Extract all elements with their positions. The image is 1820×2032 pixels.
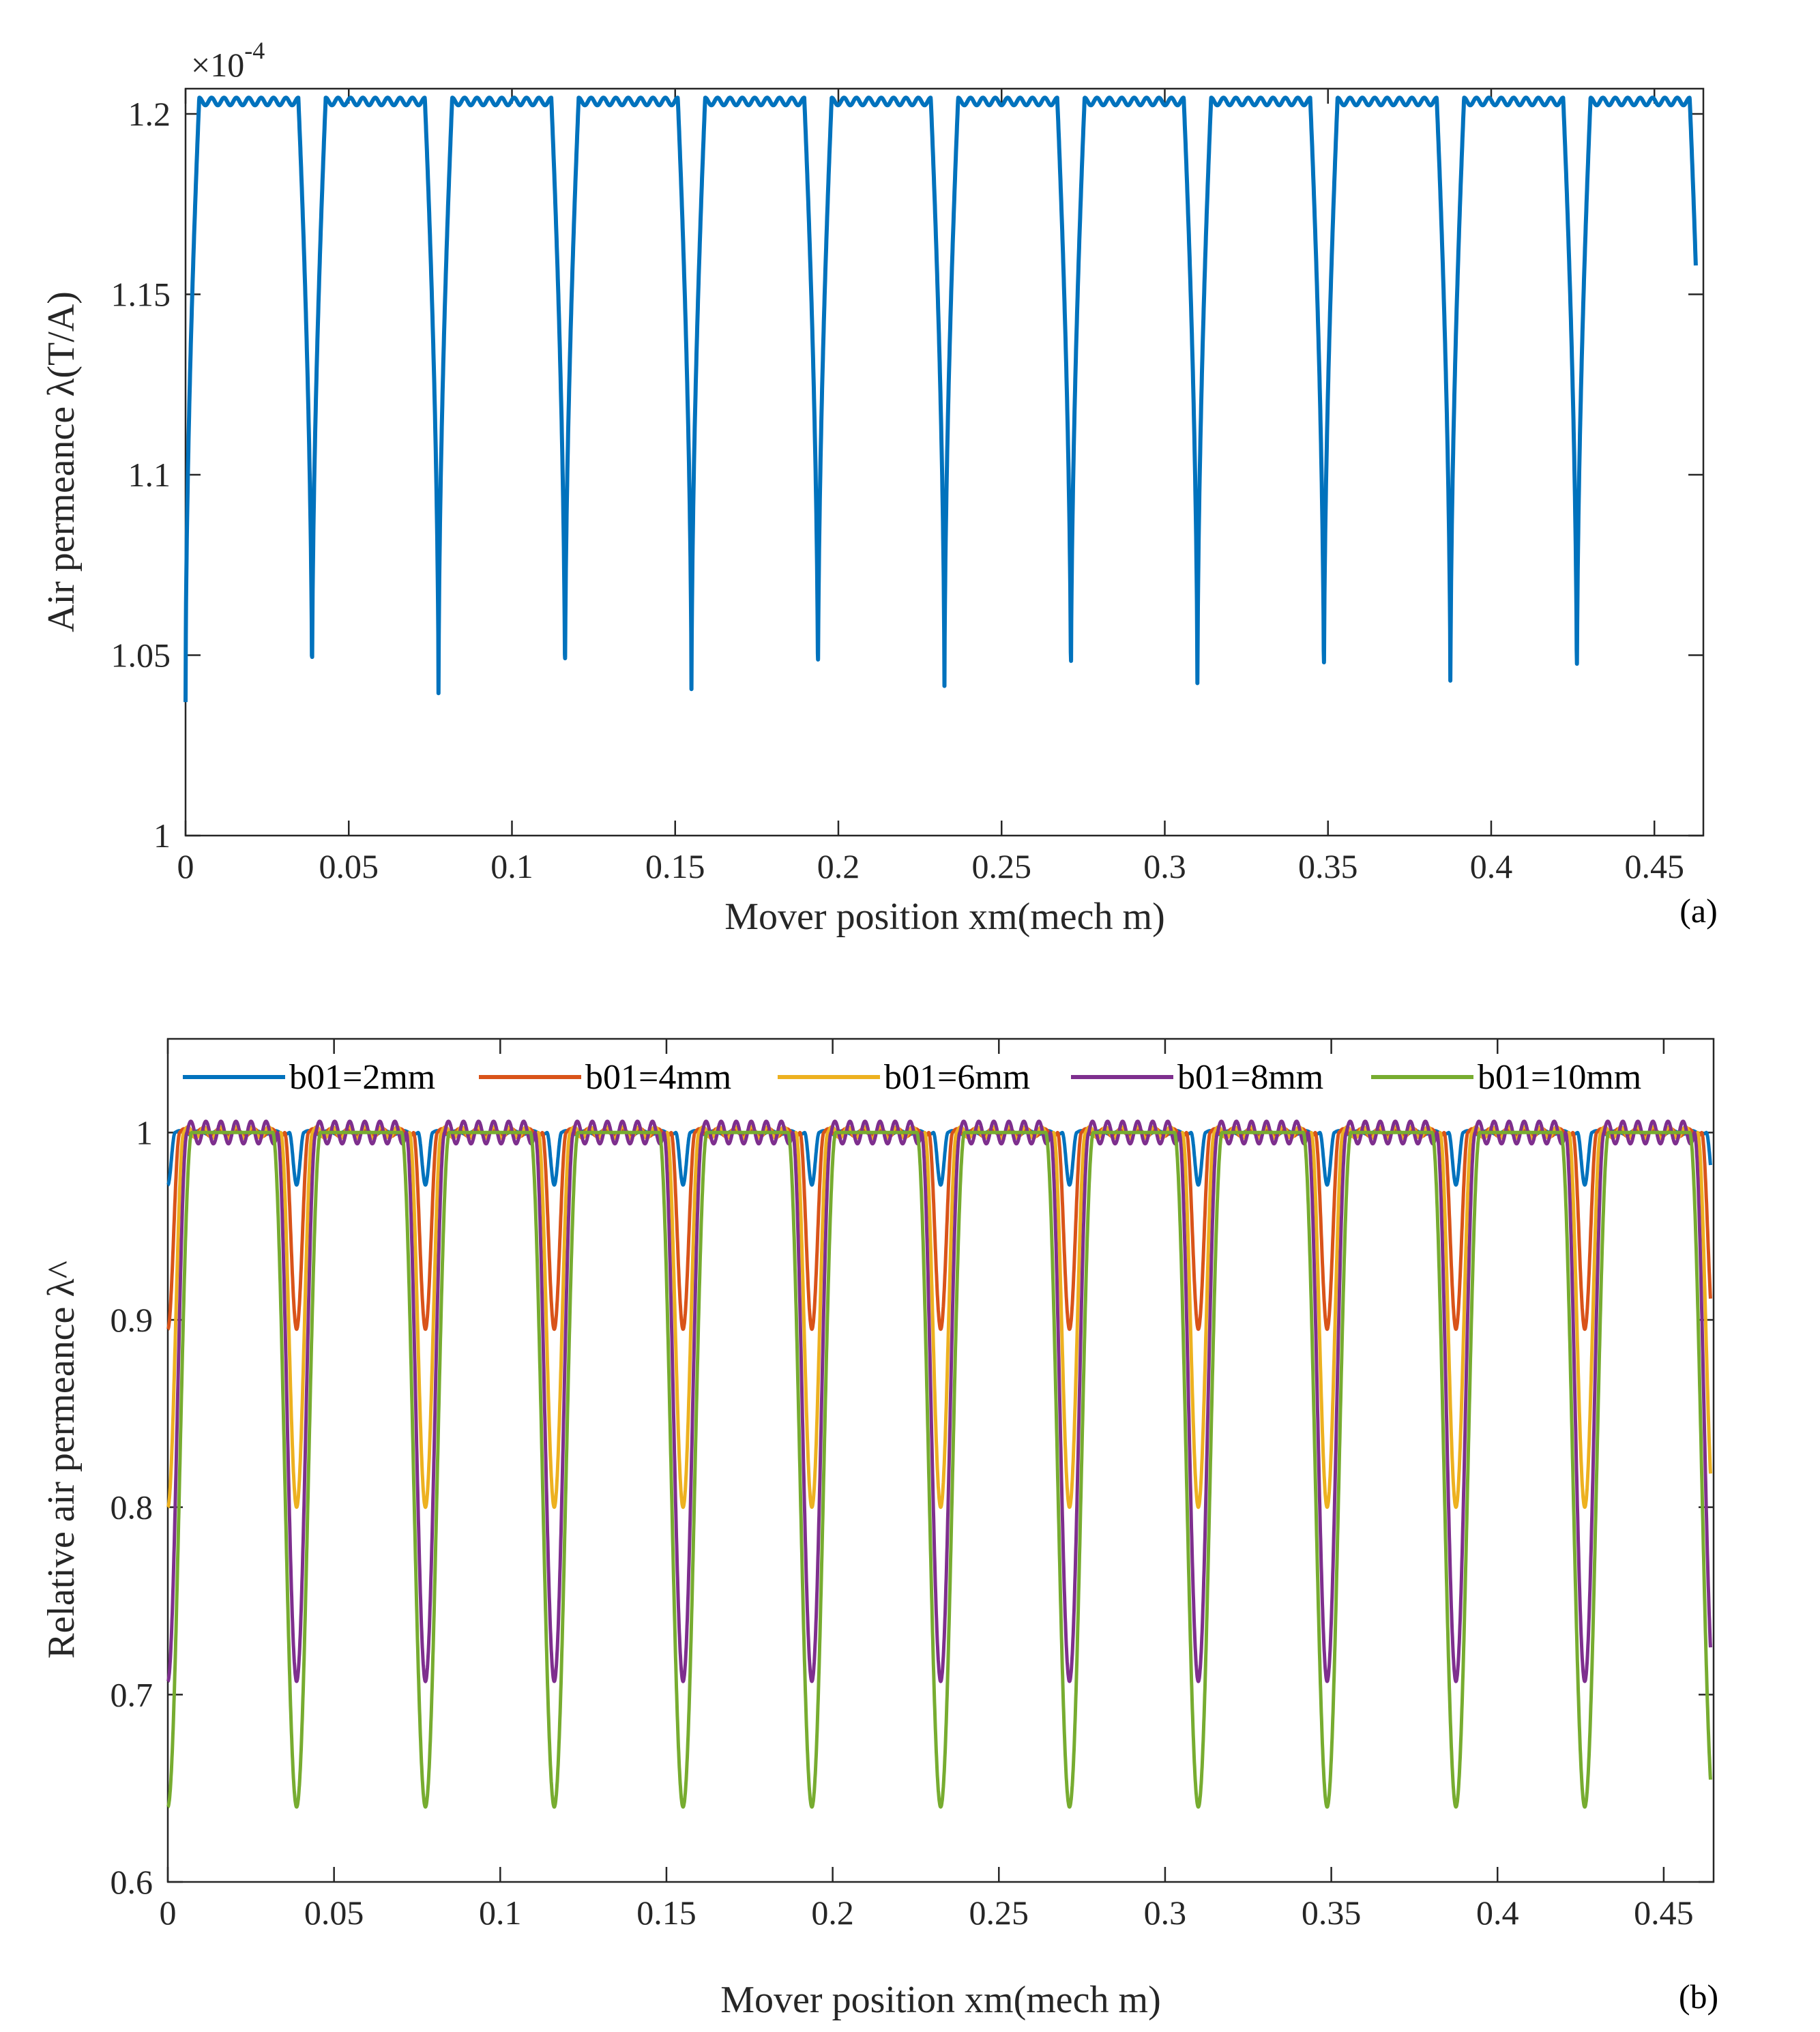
series-b01-4mm — [166, 1127, 1712, 1331]
x-tick-label: 0.25 — [969, 1894, 1029, 1932]
x-tick-label: 0.35 — [1302, 1894, 1362, 1932]
x-tick-label: 0.2 — [817, 847, 860, 885]
series-b01-8mm — [166, 1119, 1712, 1683]
y-tick-label: 1.1 — [128, 456, 171, 494]
chart-b-legend: b01=2mm b01=4mm b01=6mm b01=8mm b01=10mm — [183, 1058, 1641, 1097]
chart-a-lines — [184, 95, 1698, 703]
chart-a-x-tick-labels: 0 0.05 0.1 0.15 0.2 0.25 0.3 0.35 0.4 0.45 — [177, 847, 1684, 885]
x-tick-label: 0.05 — [304, 1894, 364, 1932]
legend-label: b01=4mm — [585, 1058, 731, 1097]
chart-a-panel-label: (a) — [1679, 892, 1718, 930]
x-tick-label: 0.35 — [1298, 847, 1358, 885]
x-tick-label: 0.4 — [1476, 1894, 1519, 1932]
legend-label: b01=10mm — [1478, 1058, 1641, 1097]
chart-b-x-label: Mover position xm(mech m) — [720, 1979, 1160, 2021]
series-b01-10mm — [166, 1130, 1712, 1809]
chart-a-y-exponent-base: ×10 — [191, 46, 244, 84]
chart-a-y-exponent: ×10-4 — [191, 37, 265, 84]
chart-b-y-label: Relative air permeance λ^ — [40, 1261, 83, 1659]
chart-b-ticks — [166, 1039, 1714, 1883]
legend-label: b01=8mm — [1177, 1058, 1323, 1097]
chart-b-frame — [166, 1037, 1715, 1883]
y-tick-label: 1.05 — [111, 636, 171, 675]
chart-b-y-tick-labels: 0.6 0.7 0.8 0.9 1 — [111, 1113, 153, 1901]
series-b01-2mm — [166, 1129, 1712, 1187]
y-tick-label: 0.8 — [111, 1488, 153, 1527]
x-tick-label: 0.3 — [1143, 847, 1186, 885]
y-tick-label: 0.9 — [111, 1301, 153, 1339]
x-tick-label: 0.3 — [1144, 1894, 1187, 1932]
series-b01-6mm — [166, 1125, 1712, 1510]
legend-label: b01=2mm — [289, 1058, 435, 1097]
chart-a-y-label: Air permeance λ(T/A) — [40, 291, 83, 632]
chart-b: 0 0.05 0.1 0.15 0.2 0.25 0.3 0.35 0.4 0.45 0.6 0.7… — [40, 1037, 1718, 2021]
x-tick-label: 0.15 — [645, 847, 705, 885]
x-tick-label: 0.05 — [319, 847, 379, 885]
series-air-permeance — [184, 95, 1698, 703]
chart-a-y-exponent-power: -4 — [244, 37, 265, 64]
x-tick-label: 0.4 — [1470, 847, 1513, 885]
chart-b-x-tick-labels: 0 0.05 0.1 0.15 0.2 0.25 0.3 0.35 0.4 0.45 — [160, 1894, 1694, 1932]
chart-a-ticks — [184, 89, 1703, 837]
x-tick-label: 0.1 — [479, 1894, 522, 1932]
y-tick-label: 1 — [153, 816, 171, 855]
x-tick-label: 0 — [177, 847, 194, 885]
x-tick-label: 0.1 — [490, 847, 533, 885]
x-tick-label: 0.2 — [811, 1894, 854, 1932]
chart-b-lines — [166, 1119, 1712, 1809]
y-tick-label: 1.2 — [128, 95, 171, 133]
y-tick-label: 0.6 — [111, 1863, 153, 1901]
x-tick-label: 0.15 — [636, 1894, 696, 1932]
y-tick-label: 1.15 — [111, 276, 171, 314]
chart-a-x-label: Mover position xm(mech m) — [724, 896, 1164, 938]
x-tick-label: 0.45 — [1624, 847, 1684, 885]
y-tick-label: 1 — [136, 1113, 153, 1151]
x-tick-label: 0 — [160, 1894, 177, 1932]
y-tick-label: 0.7 — [111, 1675, 153, 1713]
chart-a-frame — [184, 87, 1705, 837]
chart-b-panel-label: (b) — [1679, 1977, 1718, 2016]
chart-a-y-tick-labels: 1 1.05 1.1 1.15 1.2 — [111, 95, 171, 855]
legend-label: b01=6mm — [884, 1058, 1030, 1097]
chart-a: 0 0.05 0.1 0.15 0.2 0.25 0.3 0.35 0.4 0.45 11.051… — [40, 37, 1718, 938]
x-tick-label: 0.45 — [1634, 1894, 1694, 1932]
x-tick-label: 0.25 — [971, 847, 1031, 885]
